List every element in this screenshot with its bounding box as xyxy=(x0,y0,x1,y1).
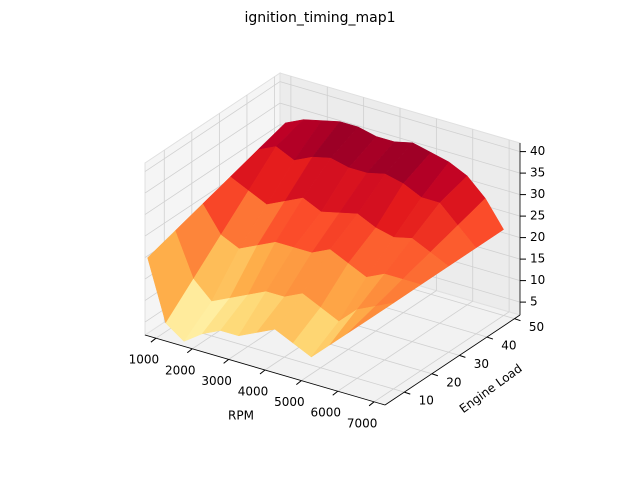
y-axis-label: Engine Load xyxy=(457,361,525,416)
tick-mark xyxy=(186,348,193,354)
tick-mark xyxy=(223,359,229,364)
surface xyxy=(147,119,504,358)
z-tick-label: 25 xyxy=(530,209,545,223)
z-tick-label: 40 xyxy=(530,144,545,158)
z-tick-label: 15 xyxy=(530,252,545,266)
y-tick-label: 30 xyxy=(474,357,489,371)
grid-line xyxy=(279,102,521,174)
chart-title: ignition_timing_map1 xyxy=(244,10,395,26)
y-tick-label: 50 xyxy=(529,320,544,334)
y-tick-label: 40 xyxy=(501,339,516,353)
grid-line xyxy=(279,81,521,152)
surface-patch xyxy=(347,302,394,334)
tick-mark xyxy=(431,373,438,377)
x-tick-label: 3000 xyxy=(201,374,232,388)
x-tick-label: 1000 xyxy=(129,353,160,367)
tick-mark xyxy=(332,390,339,396)
tick-mark xyxy=(486,336,494,340)
tick-mark xyxy=(150,337,157,343)
tick-mark xyxy=(259,369,266,375)
z-tick-label: 20 xyxy=(530,230,545,244)
tick-mark xyxy=(296,380,302,385)
grid-line xyxy=(373,311,510,403)
y-tick-label: 20 xyxy=(446,375,461,389)
grid-line xyxy=(164,321,405,393)
grid-line xyxy=(301,290,437,381)
x-tick-label: 2000 xyxy=(165,363,196,377)
axis-line xyxy=(144,334,386,406)
tick-mark xyxy=(514,318,521,322)
z-tick-label: 35 xyxy=(530,166,545,180)
x-tick-label: 6000 xyxy=(310,406,341,420)
grid-line xyxy=(144,102,281,194)
tick-mark xyxy=(404,391,411,395)
x-tick-label: 7000 xyxy=(347,416,378,430)
grid-line xyxy=(337,300,473,392)
axis-line xyxy=(384,314,521,406)
grid-line xyxy=(144,81,281,172)
tick-mark xyxy=(459,354,466,358)
z-tick-label: 5 xyxy=(530,295,538,309)
z-tick-label: 30 xyxy=(530,187,545,201)
tick-mark xyxy=(368,401,375,407)
x-tick-label: 5000 xyxy=(274,395,305,409)
x-tick-label: 4000 xyxy=(238,385,269,399)
z-tick-label: 10 xyxy=(530,273,545,287)
y-tick-label: 10 xyxy=(419,394,434,408)
grid-line xyxy=(144,124,281,215)
labels: 1000 2000 3000 4000 5000 6000 7000 10 20 30 40 50 5 1… xyxy=(129,144,546,430)
x-axis-label: RPM xyxy=(228,409,254,423)
